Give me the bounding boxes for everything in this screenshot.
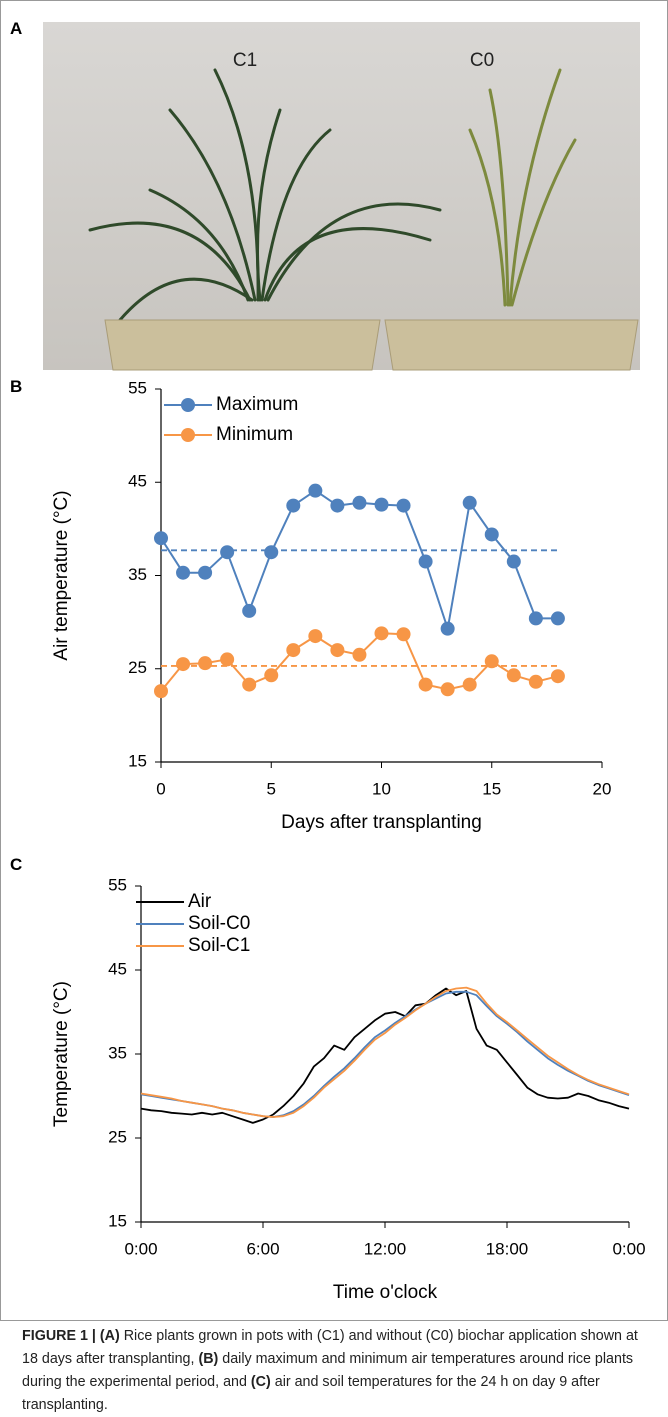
panel-label: A	[10, 19, 22, 38]
x-tick-label: 12:00	[364, 1239, 407, 1258]
y-tick-label: 35	[128, 565, 147, 584]
point	[220, 652, 235, 667]
y-tick-label: 15	[108, 1211, 127, 1230]
x-tick-label: 0:00	[612, 1239, 645, 1258]
point	[242, 603, 257, 618]
point	[396, 627, 411, 642]
photo: C1 C0	[43, 22, 640, 371]
y-tick-label: 25	[128, 658, 147, 677]
x-tick-label: 5	[267, 779, 276, 798]
caption-run: daily maximum and minimum air temperatur…	[22, 1351, 634, 1390]
caption: FIGURE 1 | (A) Rice plants grown in pots…	[22, 1325, 647, 1417]
series-line	[160, 489, 558, 630]
point	[506, 668, 521, 683]
point	[264, 545, 279, 560]
panel-label: C	[10, 855, 22, 874]
caption-run: (B)	[198, 1351, 219, 1367]
legend-label: Soil-C1	[188, 935, 250, 956]
y-tick-label: 35	[108, 1043, 127, 1062]
caption-run: FIGURE 1 |	[22, 1328, 100, 1344]
x-tick-label: 0	[156, 779, 165, 798]
y-axis-title: Air temperature (°C)	[51, 490, 72, 660]
y-tick-label: 55	[108, 875, 127, 894]
caption-run: (C)	[250, 1374, 271, 1390]
photo-label: C0	[470, 50, 494, 71]
caption-run: Rice plants grown in pots with (C1) and …	[22, 1328, 638, 1367]
legend-label: Minimum	[216, 424, 293, 445]
point	[330, 643, 345, 658]
point	[352, 495, 367, 510]
point	[352, 647, 367, 662]
point	[264, 668, 279, 683]
y-tick-label: 25	[108, 1127, 127, 1146]
point	[220, 545, 235, 560]
legend-label: Soil-C0	[188, 913, 250, 934]
point	[462, 495, 477, 510]
x-axis-title: Days after transplanting	[281, 812, 482, 833]
point	[506, 554, 521, 569]
point	[308, 483, 323, 498]
figure: A B C C1 C0 15 25 35 45 55 0 5 10 15 20 Days after…	[0, 0, 668, 1321]
point	[198, 656, 213, 671]
legend-marker	[181, 398, 195, 412]
x-tick-label: 10	[372, 779, 391, 798]
point	[396, 498, 411, 513]
x-axis-title: Time o'clock	[333, 1282, 438, 1303]
x-tick-label: 20	[593, 779, 612, 798]
point	[440, 621, 455, 636]
point	[154, 684, 168, 699]
caption-run: (A)	[99, 1328, 120, 1344]
series-line	[140, 986, 630, 1118]
point	[308, 629, 323, 644]
point	[462, 677, 477, 692]
legend-marker	[181, 428, 195, 442]
point	[176, 565, 191, 580]
point	[286, 498, 301, 513]
point	[330, 498, 345, 513]
point	[550, 611, 565, 626]
x-tick-label: 0:00	[124, 1239, 157, 1258]
legend-label: Air	[188, 891, 212, 912]
y-tick-label: 15	[128, 751, 147, 770]
x-tick-label: 6:00	[246, 1239, 279, 1258]
y-tick-label: 55	[128, 378, 147, 397]
point	[176, 657, 191, 672]
point	[550, 669, 565, 684]
photo-label: C1	[233, 50, 257, 71]
caption-run: air and soil temperatures for the 24 h o…	[22, 1374, 600, 1413]
point	[528, 611, 543, 626]
point	[242, 677, 257, 692]
point	[286, 643, 301, 658]
point	[440, 682, 455, 697]
point	[484, 654, 499, 669]
point	[198, 565, 213, 580]
y-axis-title: Temperature (°C)	[51, 981, 72, 1127]
x-tick-label: 18:00	[486, 1239, 529, 1258]
x-tick-label: 15	[482, 779, 501, 798]
y-tick-label: 45	[128, 472, 147, 491]
panel-label: B	[10, 377, 22, 396]
point	[374, 497, 389, 512]
point	[154, 531, 168, 546]
point	[374, 626, 389, 641]
point	[418, 677, 433, 692]
point	[528, 674, 543, 689]
series-line	[140, 987, 630, 1124]
point	[418, 554, 433, 569]
point	[484, 527, 499, 542]
y-tick-label: 45	[108, 959, 127, 978]
legend-label: Maximum	[216, 394, 298, 415]
